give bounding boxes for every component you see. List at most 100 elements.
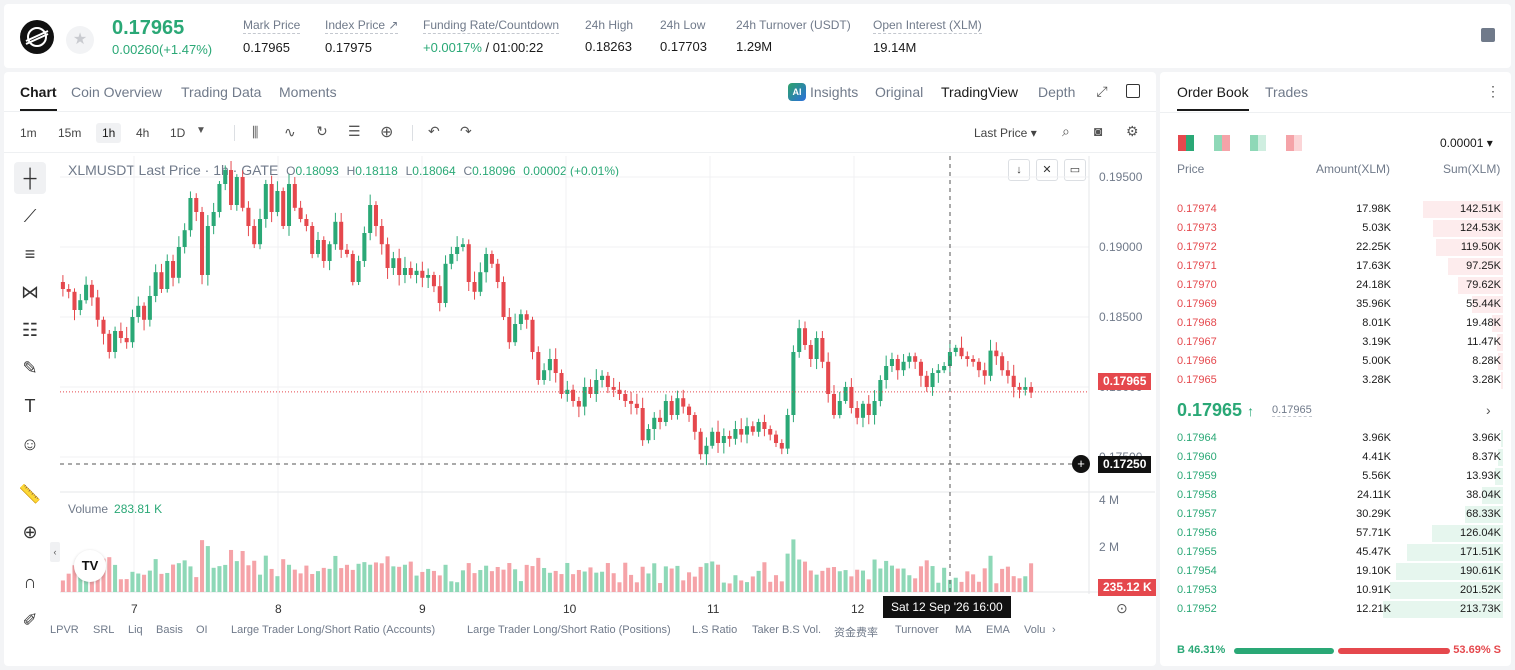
candle-type-icon[interactable]: ⫼ <box>252 124 259 140</box>
row-price: 0.17970 <box>1177 279 1217 291</box>
undo-icon[interactable]: ↶ <box>428 123 440 139</box>
maximize-icon[interactable]: ▭ <box>1064 159 1086 181</box>
ask-row[interactable]: 0.17967 3.19K 11.47K <box>1160 333 1511 352</box>
indicator-tab[interactable]: Basis <box>156 624 183 636</box>
indicator-tab[interactable]: LPVR <box>50 624 79 636</box>
bid-row[interactable]: 0.17960 4.41K 8.37K <box>1160 448 1511 467</box>
ask-row[interactable]: 0.17965 3.28K 3.28K <box>1160 371 1511 390</box>
brush-icon[interactable]: ✎ <box>22 358 38 378</box>
templates-icon[interactable]: ☰ <box>348 123 361 139</box>
add-order-icon[interactable]: + <box>1072 455 1090 473</box>
price-chart[interactable]: 0.195000.190000.185000.180000.1750078910… <box>4 72 1156 666</box>
indicators-icon[interactable]: ∿ <box>284 124 296 140</box>
bid-row[interactable]: 0.17957 30.29K 68.33K <box>1160 505 1511 524</box>
stat-label[interactable]: Mark Price <box>243 18 301 34</box>
more-options-icon[interactable]: ⋮ <box>1486 83 1500 99</box>
bid-row[interactable]: 0.17955 45.47K 171.51K <box>1160 543 1511 562</box>
indicator-tab[interactable]: Large Trader Long/Short Ratio (Positions… <box>467 624 671 636</box>
search-icon[interactable]: ⌕ <box>1062 123 1070 139</box>
both-sides-icon[interactable] <box>1178 135 1194 151</box>
ask-row[interactable]: 0.17969 35.96K 55.44K <box>1160 295 1511 314</box>
zoom-in-icon[interactable]: ⊕ <box>22 522 38 542</box>
bid-row[interactable]: 0.17958 24.11K 38.04K <box>1160 486 1511 505</box>
ask-row[interactable]: 0.17971 17.63K 97.25K <box>1160 257 1511 276</box>
crosshair-icon[interactable]: ┼ <box>14 162 46 194</box>
add-alert-icon[interactable]: ⊕ <box>380 124 394 141</box>
view-original[interactable]: Original <box>875 84 924 100</box>
book-icon[interactable] <box>1481 28 1495 42</box>
trend-line-icon[interactable]: ⟋ <box>23 206 37 226</box>
ask-row[interactable]: 0.17972 22.25K 119.50K <box>1160 238 1511 257</box>
ask-row[interactable]: 0.17968 8.01K 19.48K <box>1160 314 1511 333</box>
replay-icon[interactable]: ↻ <box>316 123 328 139</box>
pattern-icon[interactable]: ⋈ <box>21 282 39 302</box>
bids-view-icon[interactable] <box>1250 135 1266 151</box>
horizontal-lines-icon[interactable]: ≡ <box>24 244 36 264</box>
indicator-tab[interactable]: Large Trader Long/Short Ratio (Accounts) <box>231 624 436 636</box>
fib-icon[interactable]: ☷ <box>21 320 39 340</box>
indicator-tab[interactable]: Turnover <box>895 624 939 636</box>
ask-row[interactable]: 0.17973 5.03K 124.53K <box>1160 219 1511 238</box>
indicator-tab[interactable]: MA <box>955 624 972 636</box>
view-depth[interactable]: Depth <box>1038 84 1076 100</box>
interval-1h[interactable]: 1h <box>96 123 122 143</box>
fullscreen-icon[interactable] <box>1126 84 1140 98</box>
tab-trading-data[interactable]: Trading Data <box>181 84 262 100</box>
tab-moments[interactable]: Moments <box>279 84 337 100</box>
interval-1m[interactable]: 1m <box>20 126 37 140</box>
indicator-tab[interactable]: Volu <box>1024 624 1046 636</box>
mark-price-value[interactable]: 0.17965 <box>1272 404 1312 417</box>
lock-drawing-icon[interactable]: ✐ <box>22 610 38 630</box>
indicator-tab[interactable]: L.S Ratio <box>692 624 738 636</box>
tab-trades[interactable]: Trades <box>1265 84 1309 100</box>
magnet-icon[interactable]: ∩ <box>23 572 37 592</box>
stat-label[interactable]: Index Price ↗ <box>325 18 399 34</box>
precision-select[interactable]: 0.00001 ▾ <box>1440 136 1493 150</box>
bid-row[interactable]: 0.17964 3.96K 3.96K <box>1160 429 1511 448</box>
collapse-icon[interactable]: ✕ <box>1036 159 1058 181</box>
collapse-left-icon[interactable]: ‹ <box>50 542 60 562</box>
indicator-tab[interactable]: SRL <box>93 624 115 636</box>
interval-dropdown-icon[interactable]: ▼ <box>196 125 206 136</box>
price-source-select[interactable]: Last Price ▾ <box>974 126 1037 140</box>
interval-4h[interactable]: 4h <box>136 126 150 140</box>
expand-icon[interactable]: ⤢ <box>1096 83 1108 99</box>
ask-row[interactable]: 0.17974 17.98K 142.51K <box>1160 200 1511 219</box>
ruler-icon[interactable]: 📏 <box>18 484 42 504</box>
camera-icon[interactable]: ◙ <box>1094 123 1103 139</box>
favorite-star-icon[interactable]: ★ <box>66 26 94 54</box>
candle-body <box>1029 387 1034 393</box>
chevron-right-icon[interactable]: › <box>1486 402 1491 418</box>
ask-row[interactable]: 0.17966 5.00K 8.28K <box>1160 352 1511 371</box>
bid-row[interactable]: 0.17959 5.56K 13.93K <box>1160 467 1511 486</box>
tab-coin-overview[interactable]: Coin Overview <box>71 84 163 100</box>
indicator-tab[interactable]: EMA <box>986 624 1010 636</box>
interval-15m[interactable]: 15m <box>58 126 82 140</box>
reset-axis-icon[interactable]: ⊙ <box>1116 600 1128 616</box>
chevron-right-icon[interactable]: › <box>1052 624 1056 636</box>
emoji-icon[interactable]: ☺ <box>20 434 40 454</box>
bids-only-icon[interactable] <box>1214 135 1230 151</box>
indicator-tab[interactable]: 资金费率 <box>834 627 878 639</box>
view-tradingview[interactable]: TradingView <box>941 84 1019 100</box>
asks-only-icon[interactable] <box>1286 135 1302 151</box>
indicator-tab[interactable]: Taker B.S Vol. <box>752 624 822 636</box>
bid-row[interactable]: 0.17956 57.71K 126.04K <box>1160 524 1511 543</box>
text-icon[interactable]: T <box>24 396 36 416</box>
stat-label[interactable]: Funding Rate/Countdown <box>423 18 560 34</box>
candle-body <box>275 191 280 212</box>
tab-order-book[interactable]: Order Book <box>1177 84 1249 111</box>
gear-icon[interactable]: ⚙ <box>1126 123 1139 139</box>
bid-row[interactable]: 0.17954 19.10K 190.61K <box>1160 562 1511 581</box>
bid-row[interactable]: 0.17952 12.21K 213.73K <box>1160 600 1511 619</box>
stat-label[interactable]: Open Interest (XLM) <box>873 18 982 34</box>
ask-row[interactable]: 0.17970 24.18K 79.62K <box>1160 276 1511 295</box>
redo-icon[interactable]: ↷ <box>460 123 472 139</box>
indicator-tab[interactable]: OI <box>196 624 208 636</box>
indicator-tab[interactable]: Liq <box>128 624 143 636</box>
view-insights[interactable]: Insights <box>810 84 859 100</box>
interval-1d[interactable]: 1D <box>170 126 186 140</box>
bid-row[interactable]: 0.17953 10.91K 201.52K <box>1160 581 1511 600</box>
tab-chart[interactable]: Chart <box>20 84 57 111</box>
scroll-down-icon[interactable]: ↓ <box>1008 159 1030 181</box>
